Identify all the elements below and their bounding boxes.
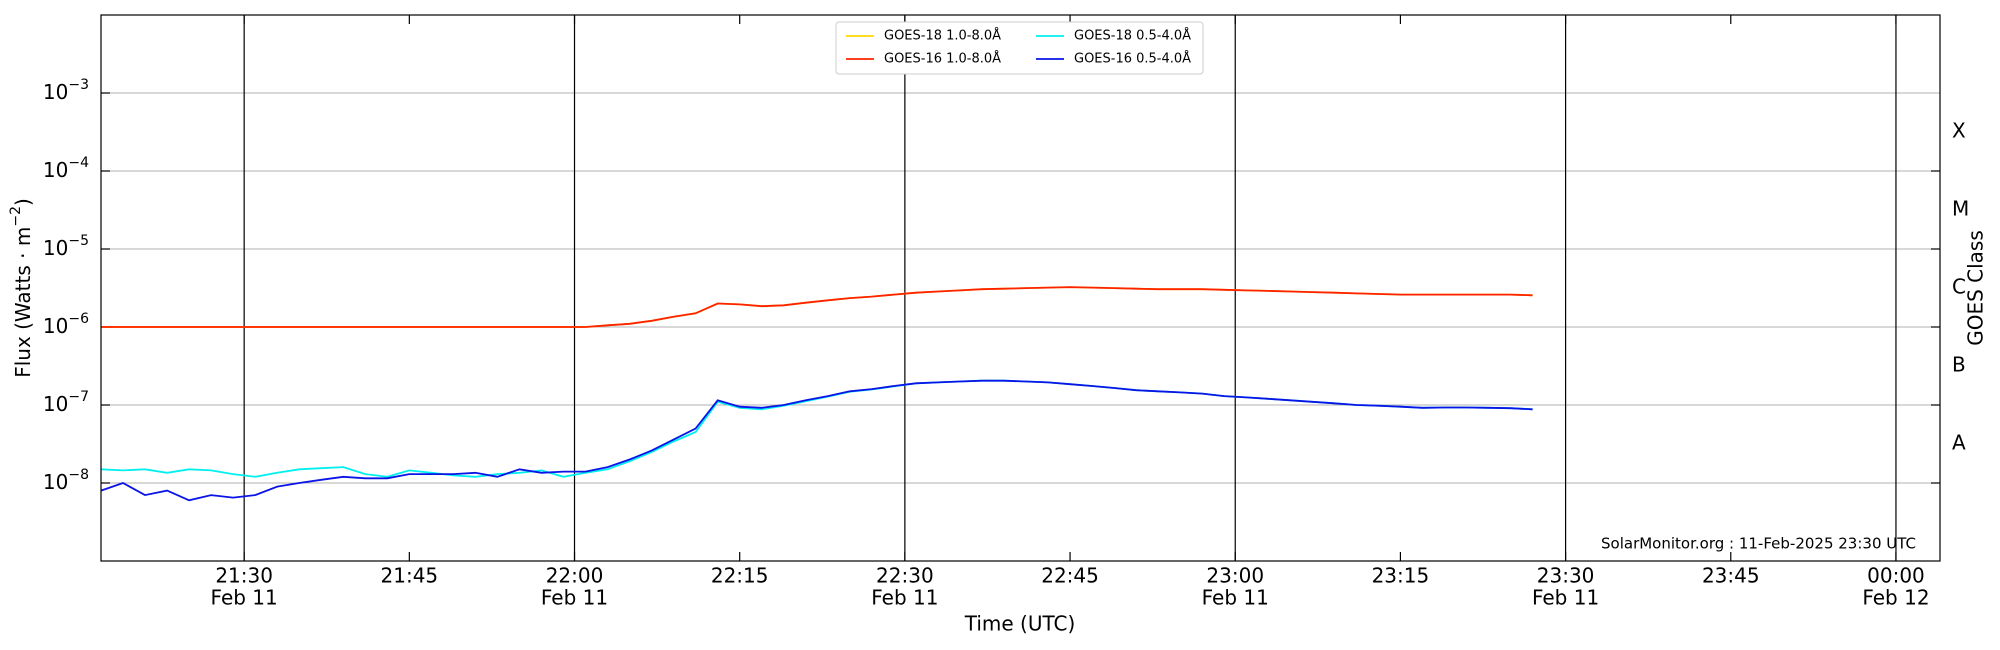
x-tick-date: Feb 11	[541, 586, 608, 610]
x-tick-label: 23:30	[1537, 564, 1595, 588]
legend: GOES-18 1.0-8.0Å GOES-16 1.0-8.0Å GOES-18 …	[835, 21, 1204, 75]
x-tick-date: Feb 11	[871, 586, 938, 610]
x-tick-date: Feb 11	[1532, 586, 1599, 610]
legend-label: GOES-16 0.5-4.0Å	[1074, 51, 1191, 67]
x-tick-date: Feb 11	[1202, 586, 1269, 610]
y-axis-label: Flux (Watts · m−2)	[8, 198, 35, 378]
y2-tick-label: C	[1952, 275, 1966, 299]
series-line	[101, 286, 1533, 328]
x-tick-label: 22:45	[1041, 564, 1099, 588]
x-tick-label: 21:30	[215, 564, 273, 588]
y2-tick-label: A	[1952, 431, 1966, 455]
x-tick-date: Feb 12	[1862, 586, 1929, 610]
x-tick-label: 22:30	[876, 564, 934, 588]
x-tick-label: 23:00	[1206, 564, 1264, 588]
y-tick-label: 10−6	[43, 311, 89, 338]
x-tick-label: 23:15	[1372, 564, 1430, 588]
y-tick-label: 10−4	[43, 155, 89, 182]
y-tick-label: 10−8	[43, 467, 89, 494]
series-line	[100, 379, 1533, 502]
y2-tick-label: X	[1952, 119, 1966, 143]
legend-box	[835, 21, 1204, 75]
y-tick-label: 10−5	[43, 233, 89, 260]
legend-label: GOES-18 0.5-4.0Å	[1074, 28, 1191, 44]
annotation: SolarMonitor.org : 11-Feb-2025 23:30 UTC	[1601, 535, 1916, 553]
x-axis-label: Time (UTC)	[964, 612, 1076, 636]
y-tick-label: 10−3	[43, 77, 89, 104]
x-tick-label: 23:45	[1702, 564, 1760, 588]
y2-axis-label: GOES Class	[1964, 230, 1988, 346]
x-tick-label: 22:00	[546, 564, 604, 588]
x-tick-date: Feb 11	[211, 586, 278, 610]
y2-tick-label: M	[1952, 197, 1969, 221]
y2-tick-label: B	[1952, 353, 1966, 377]
legend-label: GOES-16 1.0-8.0Å	[884, 51, 1001, 67]
y-tick-label: 10−7	[43, 389, 89, 416]
x-tick-label: 21:45	[381, 564, 439, 588]
series-line	[100, 379, 1533, 478]
legend-label: GOES-18 1.0-8.0Å	[884, 28, 1001, 44]
x-tick-label: 00:00	[1867, 564, 1925, 588]
x-tick-label: 22:15	[711, 564, 769, 588]
plot-frame	[100, 14, 1941, 562]
